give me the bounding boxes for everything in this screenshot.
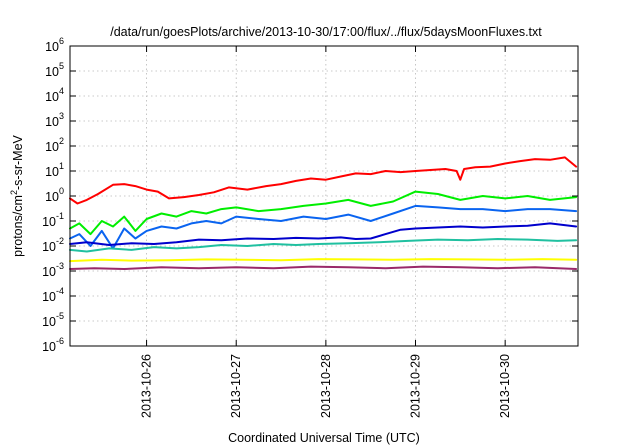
- y-tick-label: 104: [45, 86, 64, 104]
- series-line-7: [69, 265, 578, 270]
- x-axis-label: Coordinated Universal Time (UTC): [228, 431, 420, 445]
- x-tick-label: 2013-10-26: [140, 354, 154, 418]
- y-tick-label: 100: [45, 186, 64, 204]
- x-tick-label: 2013-10-29: [409, 354, 423, 418]
- plot-series: [69, 156, 578, 270]
- series-line-6: [69, 258, 578, 263]
- grid: [70, 46, 578, 346]
- y-tick-label: 105: [45, 61, 64, 79]
- y-tick-label: 103: [45, 111, 64, 129]
- series-line-1: [69, 156, 578, 205]
- series-line-4: [69, 222, 578, 246]
- y-tick-label: 102: [45, 136, 64, 154]
- series-line-3: [69, 204, 578, 250]
- x-tick-label: 2013-10-27: [229, 354, 243, 418]
- y-tick-label: 10-4: [42, 286, 64, 304]
- y-tick-label: 10-5: [42, 311, 64, 329]
- y-tick-label: 106: [45, 36, 64, 54]
- y-tick-label: 10-2: [42, 236, 64, 254]
- y-tick-label: 10-3: [42, 261, 64, 279]
- axis-ticks: 10-6 10-5 10-4 10-3 10-2 10-1 100 101 102 103 104 1…: [42, 36, 578, 418]
- x-tick-label: 2013-10-28: [319, 354, 333, 418]
- series-line-2: [69, 190, 578, 236]
- y-tick-label: 101: [45, 161, 64, 179]
- x-tick-label: 2013-10-30: [498, 354, 512, 418]
- chart-title: /data/run/goesPlots/archive/2013-10-30/1…: [110, 25, 542, 39]
- series-line-5: [69, 238, 578, 253]
- y-axis-label: protons/cm2-s-sr-MeV: [9, 134, 25, 256]
- y-tick-label: 10-1: [42, 211, 64, 229]
- y-tick-label: 10-6: [42, 336, 64, 354]
